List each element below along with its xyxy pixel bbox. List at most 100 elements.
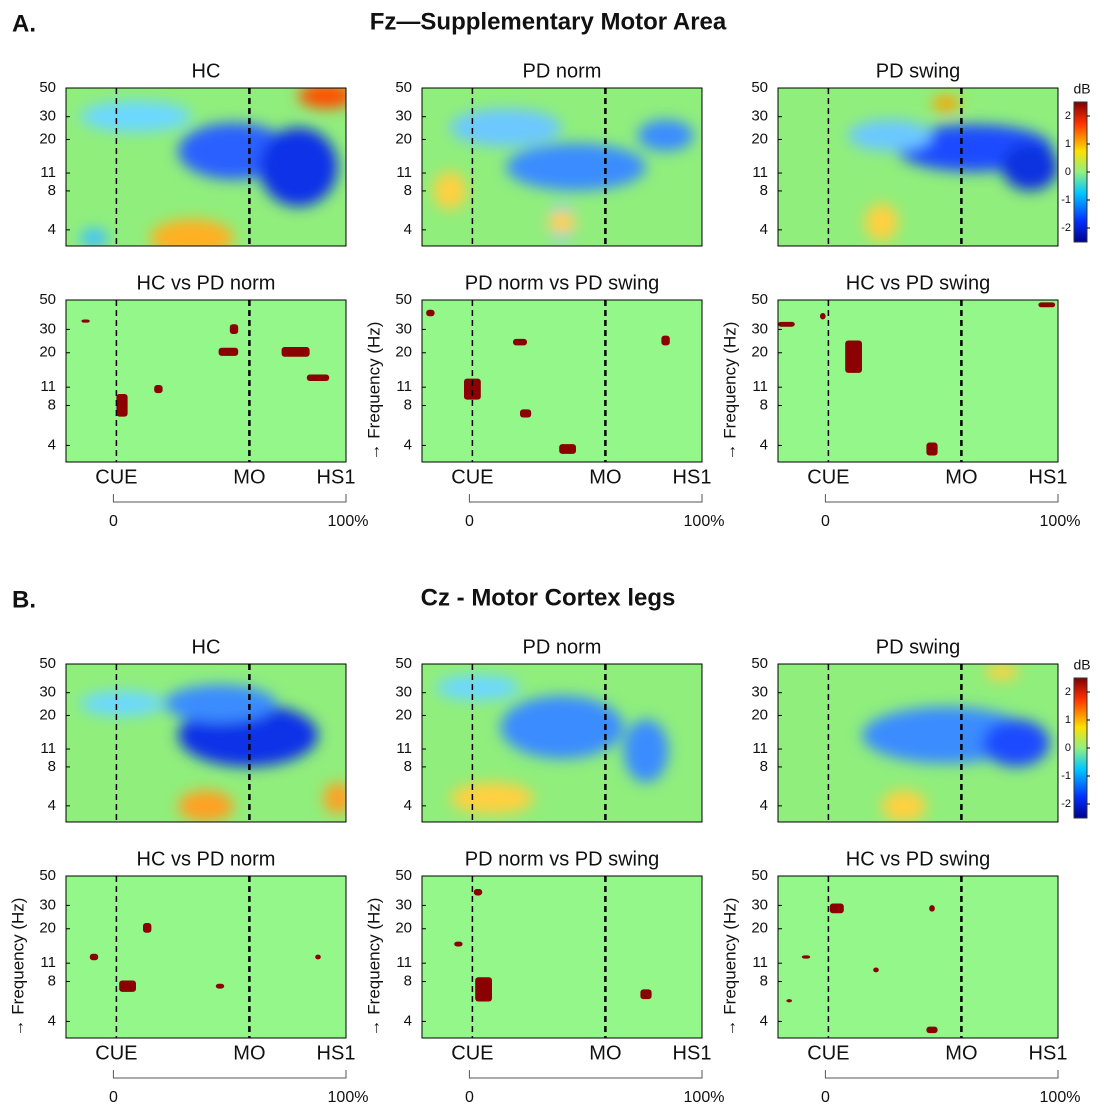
y-axis-label: → Frequency (Hz) xyxy=(364,898,383,1037)
blob xyxy=(506,143,646,191)
y-tick-label: 4 xyxy=(760,436,768,453)
sig-cluster xyxy=(926,1026,938,1034)
time-label: 0 xyxy=(465,513,474,530)
blob xyxy=(982,719,1050,767)
y-tick-label: 20 xyxy=(751,130,768,147)
y-tick-label: 8 xyxy=(404,972,412,989)
y-tick-label: 20 xyxy=(751,706,768,723)
event-label: HS1 xyxy=(317,466,356,488)
event-label: CUE xyxy=(451,466,493,488)
blob xyxy=(450,108,562,147)
y-tick-label: 30 xyxy=(751,108,768,125)
time-bracket xyxy=(112,1070,347,1079)
blob xyxy=(637,119,694,152)
colorbar-tick-label: 2 xyxy=(1065,110,1071,122)
y-tick-label: 50 xyxy=(751,79,768,96)
y-tick-label: 8 xyxy=(404,182,412,199)
y-tick-label: 20 xyxy=(39,920,56,937)
blob xyxy=(623,719,669,783)
colorbar-tick-label: -2 xyxy=(1061,798,1071,810)
colorbar-label: dB xyxy=(1073,657,1090,673)
y-tick-label: 8 xyxy=(760,758,768,775)
y-tick-label: 11 xyxy=(752,164,768,181)
panel-title: PD norm xyxy=(523,60,602,82)
time-label: 100% xyxy=(684,513,725,530)
time-label: 0 xyxy=(465,1089,474,1106)
blob xyxy=(548,209,576,235)
section-title: Cz - Motor Cortex legs xyxy=(421,584,676,611)
heatmap xyxy=(65,87,347,247)
blobs xyxy=(848,95,1058,242)
colorbar-tick-label: 0 xyxy=(1065,742,1071,754)
frame xyxy=(65,663,347,823)
blobs xyxy=(80,684,346,822)
event-label: MO xyxy=(945,1042,977,1064)
time-bracket xyxy=(468,1070,703,1079)
blobs xyxy=(433,108,694,242)
event-label: CUE xyxy=(807,466,849,488)
y-tick-label: 50 xyxy=(395,655,412,672)
y-tick-label: 30 xyxy=(751,684,768,701)
y-tick-label: 4 xyxy=(404,436,412,453)
frame xyxy=(777,299,1059,463)
panel-title: HC xyxy=(192,60,221,82)
y-tick-label: 50 xyxy=(39,867,56,884)
sig-cluster xyxy=(661,335,670,346)
heatmap xyxy=(421,875,703,1039)
heatmap-body xyxy=(422,300,702,462)
blobs xyxy=(436,675,669,815)
y-tick-label: 11 xyxy=(396,378,412,395)
colorbar xyxy=(1073,101,1088,243)
y-tick-label: 4 xyxy=(48,797,56,814)
time-label: 100% xyxy=(1040,1089,1081,1106)
blob xyxy=(433,171,467,210)
sig-cluster xyxy=(215,983,225,989)
y-tick-label: 30 xyxy=(39,684,56,701)
colorbar-label: dB xyxy=(1073,81,1090,97)
panel-title: HC vs PD norm xyxy=(137,272,276,294)
event-label: CUE xyxy=(807,1042,849,1064)
y-tick-label: 11 xyxy=(752,740,768,757)
section-label: B. xyxy=(12,586,36,613)
heatmap-body xyxy=(778,664,1058,822)
y-tick-label: 11 xyxy=(752,378,768,395)
sig-cluster xyxy=(640,989,652,1000)
panel-title: PD norm vs PD swing xyxy=(465,848,660,870)
y-tick-label: 4 xyxy=(760,221,768,238)
colorbar-tick-label: 1 xyxy=(1065,714,1071,726)
panel-title: PD swing xyxy=(876,636,960,658)
blob xyxy=(985,664,1019,680)
y-tick-label: 50 xyxy=(395,867,412,884)
colorbar-tick-label: -1 xyxy=(1061,194,1071,206)
blob xyxy=(436,675,520,701)
heatmap xyxy=(65,299,347,463)
sig-cluster xyxy=(829,903,844,914)
y-tick-label: 11 xyxy=(396,164,412,181)
y-tick-label: 4 xyxy=(404,1012,412,1029)
time-label: 0 xyxy=(821,1089,830,1106)
frame xyxy=(65,299,347,463)
event-label: HS1 xyxy=(317,1042,356,1064)
y-tick-label: 8 xyxy=(404,396,412,413)
y-axis-label: → Frequency (Hz) xyxy=(364,322,383,461)
y-tick-label: 8 xyxy=(48,972,56,989)
sig-cluster xyxy=(119,980,136,992)
sig-cluster xyxy=(873,967,879,973)
blob xyxy=(164,684,276,723)
frame xyxy=(777,875,1059,1039)
time-label: 100% xyxy=(328,513,369,530)
sig-cluster xyxy=(154,385,163,394)
sig-cluster xyxy=(454,941,463,947)
time-label: 100% xyxy=(684,1089,725,1106)
y-tick-label: 20 xyxy=(751,344,768,361)
blob xyxy=(150,219,234,246)
colorbar-tick-label: 0 xyxy=(1065,166,1071,178)
event-label: HS1 xyxy=(1029,466,1068,488)
time-label: 100% xyxy=(328,1089,369,1106)
blob xyxy=(298,88,346,109)
y-tick-label: 20 xyxy=(395,344,412,361)
time-label: 0 xyxy=(109,513,118,530)
heatmap-body xyxy=(422,88,702,246)
heatmap-body xyxy=(66,300,346,462)
event-label: HS1 xyxy=(1029,1042,1068,1064)
